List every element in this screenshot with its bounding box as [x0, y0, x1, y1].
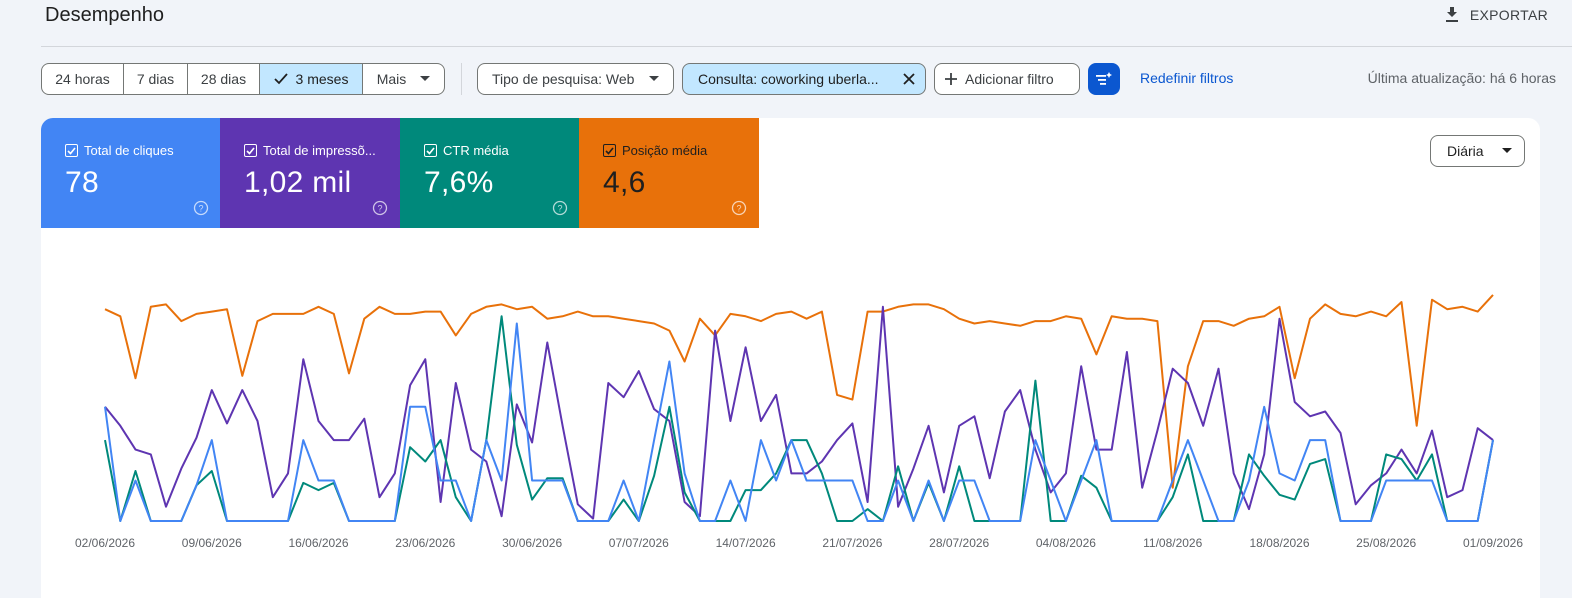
series-line-1	[104, 305, 1494, 520]
x-tick-label: 02/06/2026	[75, 536, 135, 550]
range-more-dropdown[interactable]: Mais	[363, 64, 444, 94]
help-icon[interactable]: ?	[731, 200, 747, 216]
close-icon[interactable]	[903, 73, 915, 85]
metric-label: Total de impressõ...	[263, 143, 376, 158]
metric-average-ctr[interactable]: CTR média 7,6% ?	[400, 118, 580, 228]
metric-total-clicks[interactable]: Total de cliques 78 ?	[41, 118, 221, 228]
metric-label: Posição média	[622, 143, 708, 158]
date-range-selector: 24 horas 7 dias 28 dias 3 meses Mais	[41, 63, 445, 95]
caret-down-icon	[420, 76, 431, 81]
filter-sparkle-icon	[1096, 72, 1112, 85]
svg-text:?: ?	[736, 204, 741, 214]
svg-text:?: ?	[377, 204, 382, 214]
query-filter-chip[interactable]: Consulta: coworking uberla...	[682, 63, 926, 95]
x-tick-label: 01/09/2026	[1463, 536, 1523, 550]
checkbox-checked-icon[interactable]	[65, 144, 78, 157]
toolbar-separator	[461, 63, 462, 95]
help-icon[interactable]: ?	[193, 200, 209, 216]
range-label: 3 meses	[295, 71, 349, 87]
metric-label: Total de cliques	[84, 143, 174, 158]
checkbox-checked-icon[interactable]	[424, 144, 437, 157]
help-icon[interactable]: ?	[552, 200, 568, 216]
x-tick-label: 04/08/2026	[1036, 536, 1096, 550]
range-28-days[interactable]: 28 dias	[188, 64, 260, 94]
help-icon[interactable]: ?	[372, 200, 388, 216]
last-update-text: Última atualização: há 6 horas	[1367, 70, 1556, 86]
x-tick-label: 09/06/2026	[182, 536, 242, 550]
metric-average-position[interactable]: Posição média 4,6 ?	[579, 118, 759, 228]
range-label: 28 dias	[200, 71, 247, 87]
filter-settings-button[interactable]	[1088, 63, 1120, 95]
series-line-3	[104, 322, 1494, 522]
svg-text:?: ?	[557, 204, 562, 214]
checkbox-checked-icon[interactable]	[603, 144, 616, 157]
x-tick-label: 21/07/2026	[822, 536, 882, 550]
performance-chart: 02/06/2026 09/06/2026 16/06/2026 23/06/2026…	[75, 294, 1523, 550]
granularity-label: Diária	[1447, 143, 1484, 159]
range-3-months[interactable]: 3 meses	[260, 64, 363, 94]
range-label: 7 dias	[136, 71, 175, 87]
checkbox-checked-icon[interactable]	[244, 144, 257, 157]
caret-down-icon	[649, 76, 659, 81]
export-button[interactable]: EXPORTAR	[1444, 4, 1548, 26]
x-tick-label: 28/07/2026	[929, 536, 989, 550]
search-type-label: Tipo de pesquisa: Web	[492, 71, 635, 87]
range-label: Mais	[376, 71, 407, 87]
x-tick-label: 11/08/2026	[1143, 536, 1202, 550]
x-tick-label: 18/08/2026	[1249, 536, 1309, 550]
caret-down-icon	[1502, 148, 1512, 153]
plus-icon	[945, 73, 957, 85]
x-tick-label: 30/06/2026	[502, 536, 562, 550]
series-line-0	[104, 294, 1494, 489]
page-title: Desempenho	[45, 4, 164, 26]
search-type-filter[interactable]: Tipo de pesquisa: Web	[477, 63, 674, 95]
range-24-hours[interactable]: 24 horas	[42, 64, 124, 94]
metric-total-impressions[interactable]: Total de impressõ... 1,02 mil ?	[220, 118, 400, 228]
range-label: 24 horas	[55, 71, 110, 87]
reset-filters-link[interactable]: Redefinir filtros	[1140, 70, 1234, 86]
check-icon	[273, 73, 288, 85]
x-tick-label: 23/06/2026	[395, 536, 455, 550]
range-7-days[interactable]: 7 dias	[124, 64, 188, 94]
query-filter-label: Consulta: coworking uberla...	[698, 71, 879, 87]
metric-value: 78	[65, 166, 99, 199]
add-filter-label: Adicionar filtro	[965, 71, 1054, 87]
svg-text:?: ?	[198, 204, 203, 214]
x-tick-label: 14/07/2026	[716, 536, 776, 550]
metric-value: 7,6%	[424, 166, 494, 199]
metric-value: 1,02 mil	[244, 166, 352, 199]
metric-value: 4,6	[603, 166, 646, 199]
x-tick-label: 16/06/2026	[288, 536, 348, 550]
x-tick-label: 25/08/2026	[1356, 536, 1416, 550]
granularity-dropdown[interactable]: Diária	[1430, 135, 1525, 167]
export-label: EXPORTAR	[1469, 7, 1548, 23]
metric-label: CTR média	[443, 143, 509, 158]
x-tick-label: 07/07/2026	[609, 536, 669, 550]
header-divider	[41, 46, 1572, 47]
add-filter-button[interactable]: Adicionar filtro	[934, 63, 1080, 95]
download-icon	[1445, 7, 1458, 22]
